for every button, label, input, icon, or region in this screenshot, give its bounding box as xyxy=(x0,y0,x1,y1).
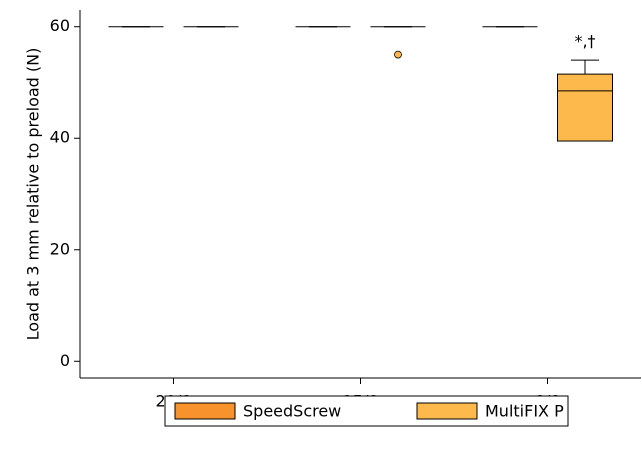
y-tick-label: 60 xyxy=(50,16,70,35)
y-axis-label: Load at 3 mm relative to preload (N) xyxy=(24,48,43,341)
legend-swatch xyxy=(174,402,236,420)
y-tick-label: 0 xyxy=(60,351,70,370)
legend-label: SpeedScrew xyxy=(243,402,341,421)
y-tick-label: 40 xyxy=(50,128,70,147)
box xyxy=(557,73,613,142)
y-tick-label: 20 xyxy=(50,239,70,258)
legend-label: MultiFIX P xyxy=(485,402,564,421)
annotation: *,† xyxy=(574,32,595,51)
outlier xyxy=(394,50,402,59)
legend-swatch xyxy=(416,402,478,420)
